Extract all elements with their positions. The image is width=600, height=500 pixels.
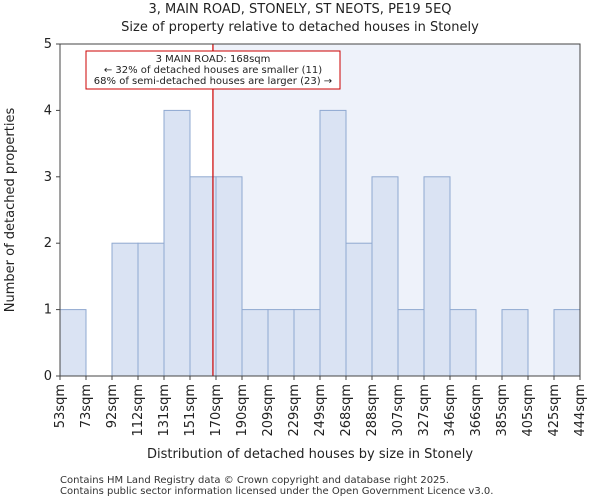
x-tick-label: 444sqm: [573, 384, 588, 437]
x-tick-label: 268sqm: [339, 384, 354, 437]
y-tick-label: 0: [44, 369, 52, 384]
bar-112sqm: [137, 242, 165, 377]
footer-line-2: Contains public sector information licen…: [60, 486, 494, 497]
chart-subtitle: Size of property relative to detached ho…: [121, 20, 479, 35]
x-tick-label: 151sqm: [183, 384, 198, 437]
bar-190sqm: [241, 309, 269, 377]
annotation-box: 3 MAIN ROAD: 168sqm ← 32% of detached ho…: [85, 50, 341, 90]
x-tick-label: 385sqm: [495, 384, 510, 437]
bar-209sqm: [267, 309, 295, 377]
x-tick-label: 249sqm: [313, 384, 328, 437]
x-tick-label: 131sqm: [157, 384, 172, 437]
x-tick-label: 229sqm: [287, 384, 302, 437]
bar-346sqm: [449, 309, 477, 377]
bar-229sqm: [293, 309, 321, 377]
y-axis-label: Number of detached properties: [3, 108, 18, 313]
x-tick-label: 53sqm: [53, 384, 68, 428]
bar-327sqm: [423, 176, 451, 377]
chart-canvas: 0 1 2 3 4 5 53sqm 73sqm 92sqm 112sqm 131sqm 151sqm…: [3, 37, 588, 462]
x-tick-label: 112sqm: [131, 384, 146, 437]
x-tick-label: 73sqm: [79, 384, 94, 428]
bar-131sqm: [163, 109, 191, 377]
x-axis-label: Distribution of detached houses by size …: [147, 447, 473, 462]
bar-268sqm: [345, 242, 373, 377]
x-tick-label: 327sqm: [417, 384, 432, 437]
x-tick-label: 366sqm: [469, 384, 484, 437]
bar-307sqm: [397, 309, 425, 377]
bar-249sqm: [319, 109, 347, 377]
annotation-line-3: 68% of semi-detached houses are larger (…: [94, 76, 332, 87]
x-tick-label: 92sqm: [105, 384, 120, 428]
x-tick-label: 209sqm: [261, 384, 276, 437]
bar-151sqm: [189, 176, 217, 377]
y-tick-label: 5: [44, 37, 52, 52]
y-tick-label: 1: [44, 303, 52, 318]
bar-92sqm: [111, 242, 139, 377]
x-tick-label: 307sqm: [391, 384, 406, 437]
chart-title: 3, MAIN ROAD, STONELY, ST NEOTS, PE19 5E…: [148, 2, 452, 17]
bar-53sqm: [59, 309, 87, 377]
x-tick-label: 190sqm: [235, 384, 250, 437]
bar-170sqm: [215, 176, 243, 377]
x-tick-label: 346sqm: [443, 384, 458, 437]
bar-385sqm: [501, 309, 529, 377]
y-tick-label: 2: [44, 236, 52, 251]
x-tick-label: 288sqm: [365, 384, 380, 437]
y-tick-label: 4: [44, 103, 52, 118]
y-tick-label: 3: [44, 170, 52, 185]
footer-line-1: Contains HM Land Registry data © Crown c…: [60, 475, 449, 486]
annotation-line-2: ← 32% of detached houses are smaller (11…: [104, 65, 322, 76]
x-tick-label: 405sqm: [521, 384, 536, 437]
bar-425sqm: [553, 309, 581, 377]
x-tick-label: 170sqm: [209, 384, 224, 437]
x-tick-label: 425sqm: [547, 384, 562, 437]
annotation-line-1: 3 MAIN ROAD: 168sqm: [156, 54, 271, 65]
bar-288sqm: [371, 176, 399, 377]
